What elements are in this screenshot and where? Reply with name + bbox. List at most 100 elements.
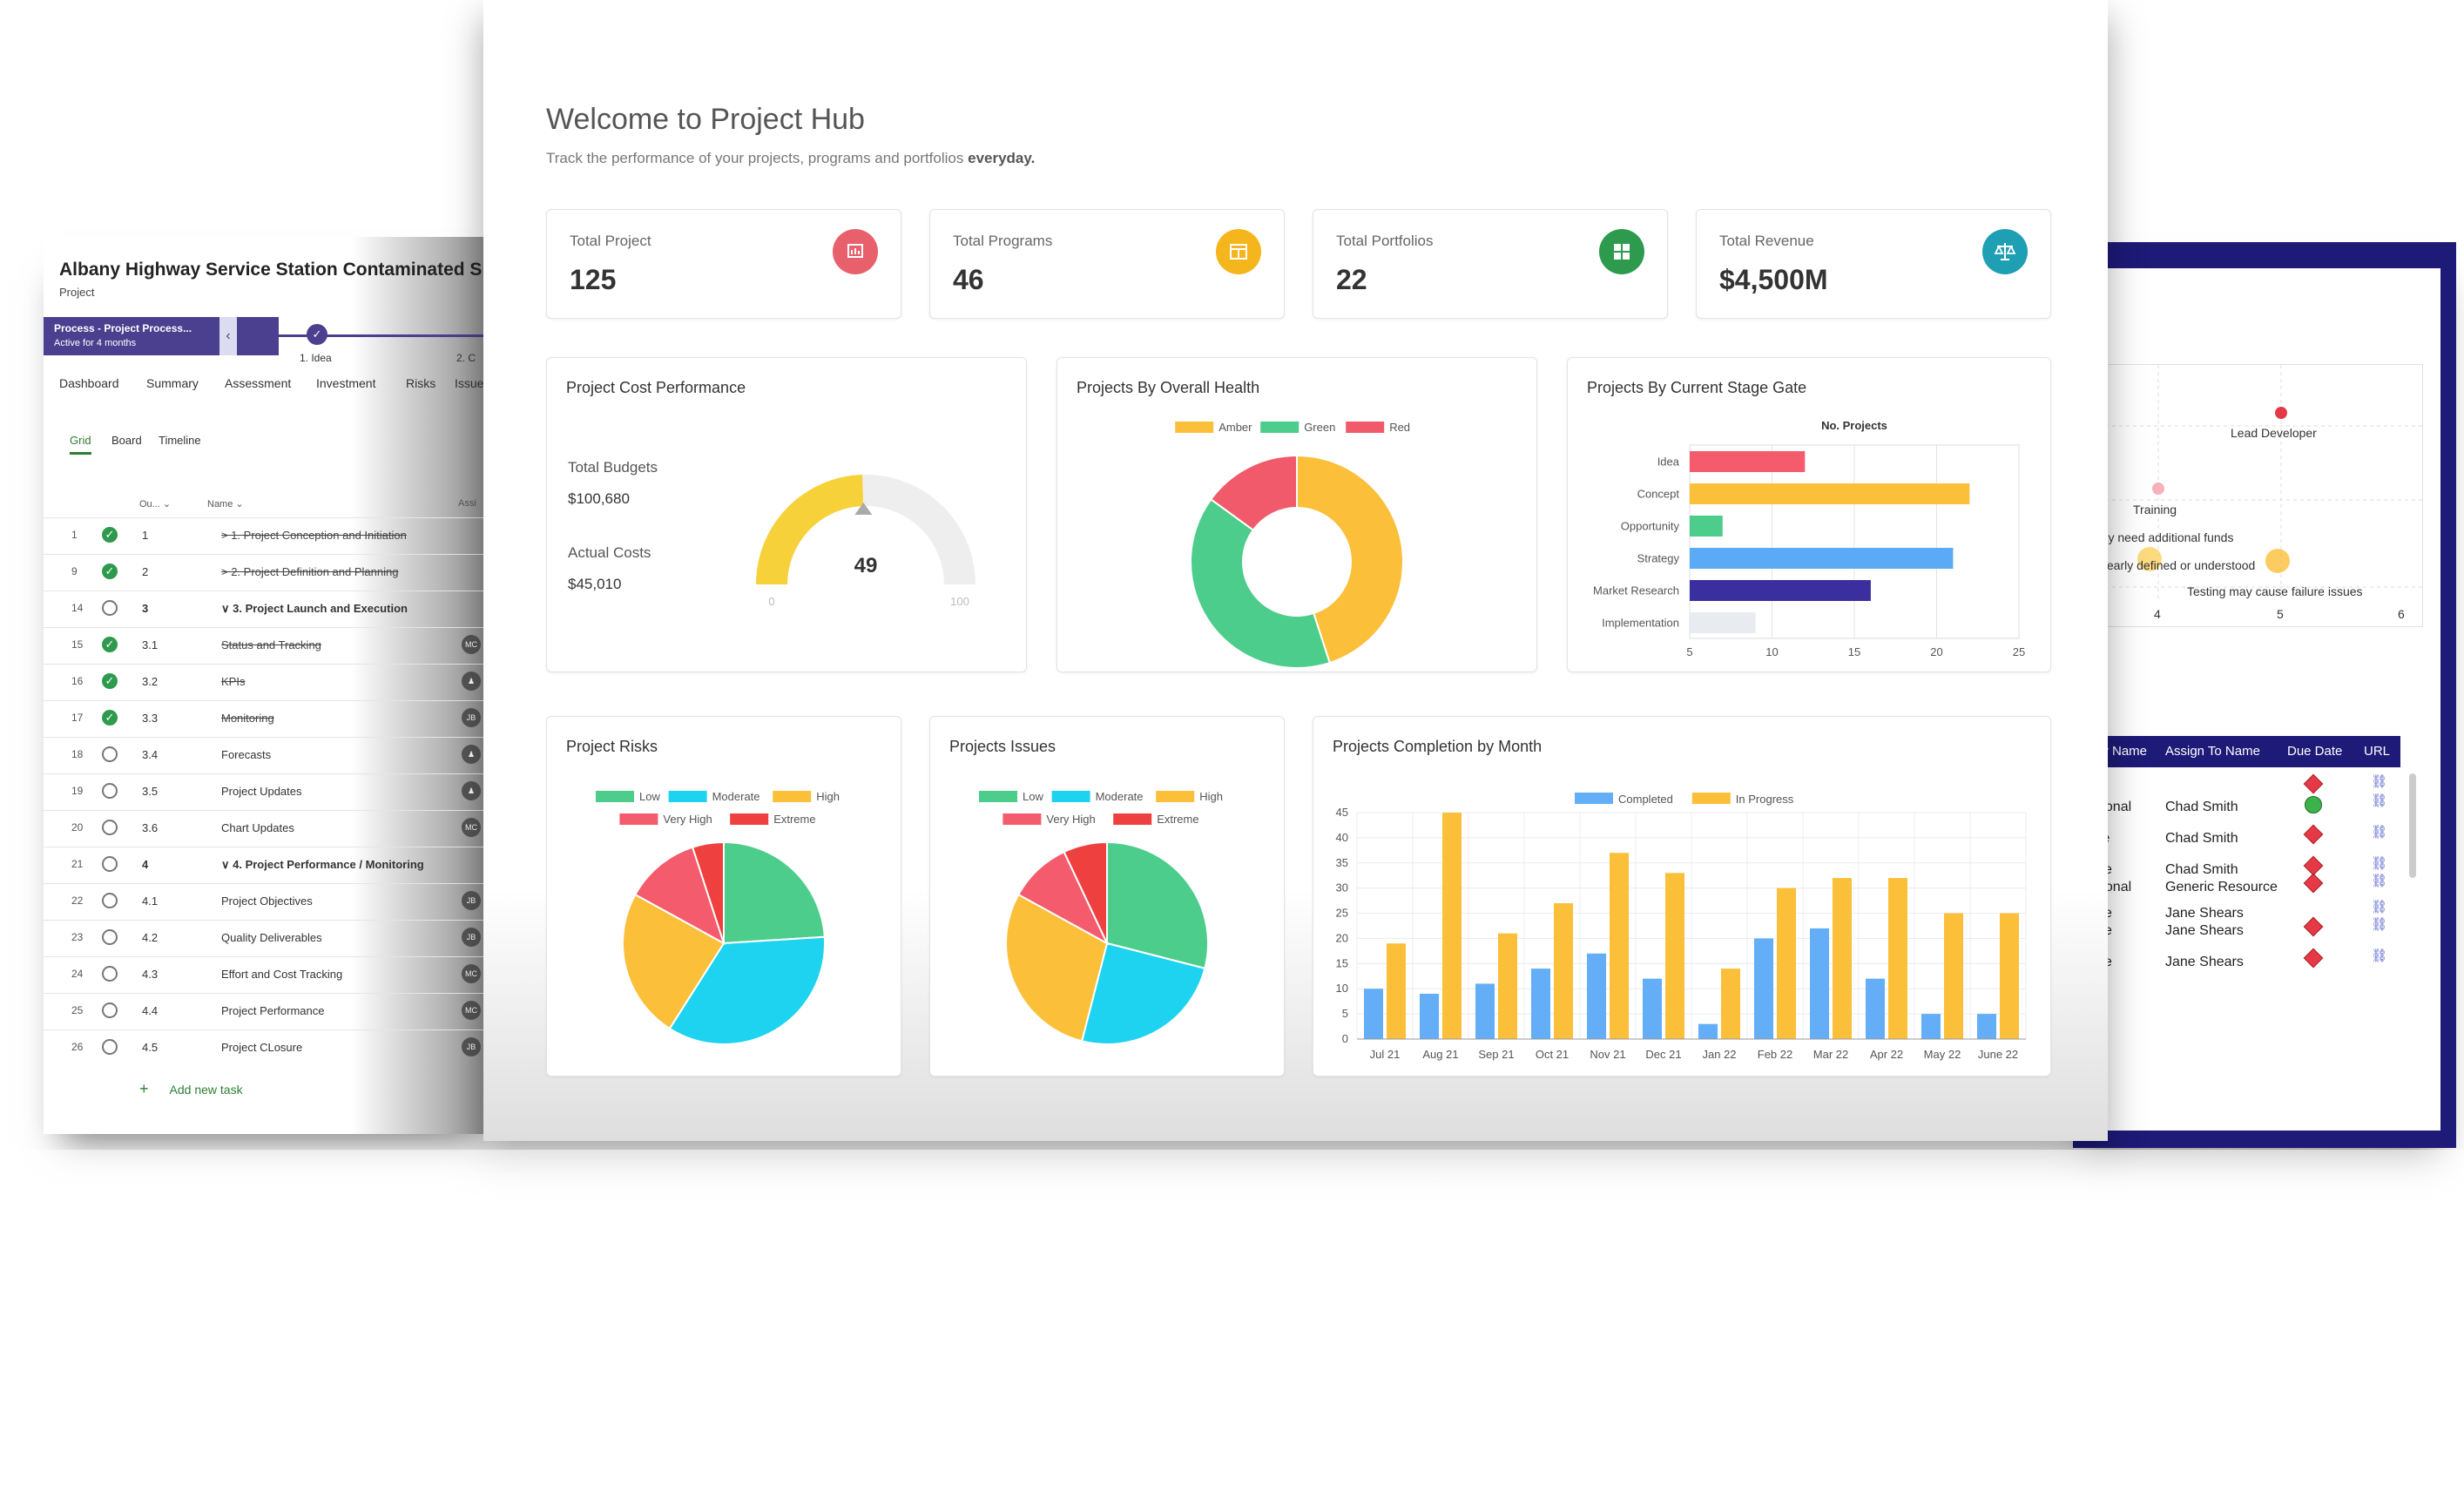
link-icon[interactable]: ⛓ <box>2371 825 2388 840</box>
bar[interactable] <box>1866 978 1885 1039</box>
risk-point[interactable] <box>2265 549 2290 573</box>
task-row[interactable]: 18 3.4 Forecasts ♟ <box>44 737 496 774</box>
view-timeline[interactable]: Timeline <box>159 434 201 447</box>
open-circle-icon[interactable] <box>102 893 118 908</box>
completed-check-icon[interactable]: ✓ <box>102 637 118 652</box>
link-icon[interactable]: ⛓ <box>2371 793 2388 808</box>
open-circle-icon[interactable] <box>102 966 118 982</box>
tab-risks[interactable]: Risks <box>406 376 436 390</box>
task-row[interactable]: 17 ✓ 3.3 Monitoring JB <box>44 700 496 738</box>
completed-check-icon[interactable]: ✓ <box>102 527 118 543</box>
bar[interactable] <box>1610 853 1629 1039</box>
pie-slice[interactable] <box>668 935 826 1045</box>
task-row[interactable]: 24 4.3 Effort and Cost Tracking MC <box>44 956 496 994</box>
link-icon[interactable]: ⛓ <box>2371 774 2388 789</box>
link-icon[interactable]: ⛓ <box>2371 948 2388 963</box>
tab-assessment[interactable]: Assessment <box>225 376 292 390</box>
task-row[interactable]: 9 ✓ 2 > 2. Project Definition and Planning <box>44 554 496 591</box>
tab-dashboard[interactable]: Dashboard <box>59 376 119 390</box>
stat-card-total-revenue[interactable]: Total Revenue $4,500M <box>1696 209 2051 319</box>
risk-point[interactable] <box>2152 483 2164 495</box>
pie-slice[interactable] <box>1106 840 1209 970</box>
open-circle-icon[interactable] <box>102 820 118 835</box>
pie-slice[interactable] <box>1063 840 1108 944</box>
chevron-left-icon[interactable]: ‹ <box>219 317 237 355</box>
task-name[interactable]: Effort and Cost Tracking <box>221 968 343 981</box>
open-circle-icon[interactable] <box>102 929 118 945</box>
pie-slice[interactable] <box>1005 893 1109 1043</box>
tab-investment[interactable]: Investment <box>316 376 376 390</box>
bar[interactable] <box>1690 516 1723 537</box>
task-name[interactable]: Monitoring <box>221 712 274 725</box>
scrollbar[interactable] <box>2409 773 2416 878</box>
risk-point[interactable] <box>2137 547 2162 571</box>
bar[interactable] <box>1690 548 1954 569</box>
risk-point[interactable] <box>2275 407 2287 419</box>
pie-slice[interactable] <box>1080 942 1206 1045</box>
bar[interactable] <box>1690 483 1970 504</box>
open-circle-icon[interactable] <box>102 600 118 616</box>
bar[interactable] <box>1833 878 1852 1039</box>
pie-slice[interactable] <box>622 893 726 1030</box>
stat-card-total-project[interactable]: Total Project 125 <box>546 209 901 319</box>
bar[interactable] <box>1387 943 1406 1039</box>
bar[interactable] <box>1977 1014 1996 1039</box>
open-circle-icon[interactable] <box>102 746 118 762</box>
task-name[interactable]: Project Performance <box>221 1004 325 1017</box>
pie-slice[interactable] <box>723 840 826 945</box>
task-row[interactable]: 25 4.4 Project Performance MC <box>44 993 496 1030</box>
bar[interactable] <box>1690 612 1756 633</box>
pie-slice[interactable] <box>1209 454 1298 531</box>
bar[interactable] <box>1698 1023 1718 1039</box>
task-name[interactable]: ∨ 3. Project Launch and Execution <box>221 602 408 615</box>
bar[interactable] <box>1690 451 1806 472</box>
column-due-date[interactable]: Due Date <box>2287 744 2343 759</box>
link-icon[interactable]: ⛓ <box>2371 874 2388 888</box>
task-name[interactable]: Quality Deliverables <box>221 931 322 944</box>
bar[interactable] <box>1475 983 1495 1039</box>
task-name[interactable]: > 2. Project Definition and Planning <box>221 565 399 578</box>
stat-card-total-portfolios[interactable]: Total Portfolios 22 <box>1313 209 1668 319</box>
task-row[interactable]: 1 ✓ 1 > 1. Project Conception and Initiatio… <box>44 517 496 555</box>
bar[interactable] <box>1442 813 1462 1039</box>
column-assign-to[interactable]: Assign To Name <box>2165 744 2260 759</box>
pie-slice[interactable] <box>1296 454 1404 665</box>
task-row[interactable]: 21 4 ∨ 4. Project Performance / Monitoring <box>44 847 496 884</box>
column-url[interactable]: URL <box>2364 744 2391 759</box>
task-row[interactable]: 23 4.2 Quality Deliverables JB <box>44 920 496 957</box>
pie-slice[interactable] <box>691 840 725 944</box>
bar[interactable] <box>1944 913 1963 1039</box>
tab-issues[interactable]: Issue <box>455 376 484 390</box>
bar[interactable] <box>1721 969 1740 1039</box>
process-step-idea[interactable]: 1. Idea <box>300 352 332 364</box>
process-indicator[interactable]: Process - Project Process... Active for … <box>44 317 279 355</box>
task-row[interactable]: 20 3.6 Chart Updates MC <box>44 810 496 847</box>
task-row[interactable]: 19 3.5 Project Updates ♟ <box>44 773 496 811</box>
bar[interactable] <box>1921 1014 1941 1039</box>
bar[interactable] <box>1665 873 1684 1039</box>
link-icon[interactable]: ⛓ <box>2371 917 2388 932</box>
open-circle-icon[interactable] <box>102 1002 118 1018</box>
task-name[interactable]: Chart Updates <box>221 821 294 834</box>
bar[interactable] <box>1364 989 1383 1039</box>
task-name[interactable]: Status and Tracking <box>221 638 321 651</box>
bar[interactable] <box>1888 878 1907 1039</box>
completed-check-icon[interactable]: ✓ <box>102 673 118 689</box>
open-circle-icon[interactable] <box>102 783 118 799</box>
view-grid[interactable]: Grid <box>70 434 91 455</box>
process-step-2[interactable]: 2. C <box>456 352 476 364</box>
task-row[interactable]: 26 4.5 Project CLosure JB <box>44 1029 496 1067</box>
task-row[interactable]: 15 ✓ 3.1 Status and Tracking MC <box>44 627 496 665</box>
add-task-button[interactable]: + Add new task <box>139 1080 243 1097</box>
bar[interactable] <box>2000 913 2019 1039</box>
pie-slice[interactable] <box>633 846 726 946</box>
column-outline[interactable]: Ou... ⌄ <box>139 499 172 510</box>
task-row[interactable]: 14 3 ∨ 3. Project Launch and Execution <box>44 591 496 628</box>
bar[interactable] <box>1420 994 1439 1039</box>
open-circle-icon[interactable] <box>102 856 118 872</box>
check-icon[interactable]: ✓ <box>307 324 327 345</box>
bar[interactable] <box>1643 978 1662 1039</box>
task-name[interactable]: Project Updates <box>221 785 302 798</box>
task-name[interactable]: Project Objectives <box>221 894 313 908</box>
bar[interactable] <box>1554 903 1573 1039</box>
